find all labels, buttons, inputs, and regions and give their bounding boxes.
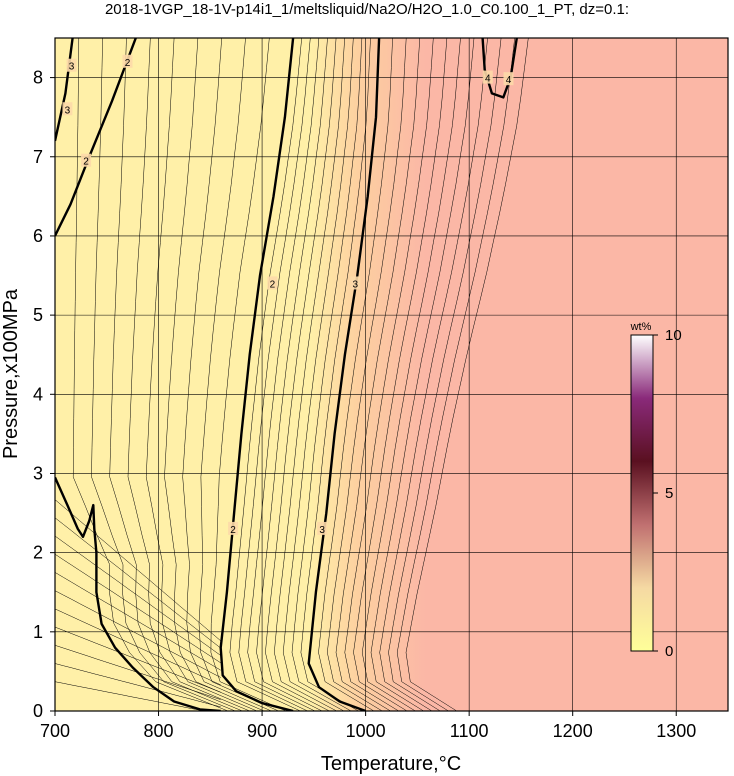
minor-contour-line <box>55 572 221 671</box>
contour-label-bg <box>350 276 361 290</box>
minor-contour-line <box>396 38 515 711</box>
grid-lines <box>55 38 728 711</box>
minor-contour-line <box>55 626 221 693</box>
minor-contour-line <box>344 38 434 711</box>
contour-label-bg <box>228 521 239 535</box>
colorbar-scale <box>630 334 654 652</box>
y-tick-label: 8 <box>33 68 43 88</box>
minor-contour-line <box>256 38 328 711</box>
plot-area: 2 2 2 2 3 3 3 3 4 4 <box>55 38 728 711</box>
minor-contour-line <box>405 38 529 711</box>
y-axis-label: Pressure,x100MPa <box>0 288 22 459</box>
x-tick-label: 1100 <box>450 721 489 741</box>
contour-line-3 <box>55 38 74 142</box>
minor-contour-line <box>182 38 272 711</box>
color-field <box>55 38 728 711</box>
y-tick-label: 3 <box>33 463 43 483</box>
x-tick-label: 1000 <box>346 721 386 741</box>
colorbar-tick-label: 10 <box>665 327 682 344</box>
x-tick-label: 1200 <box>553 721 593 741</box>
contour-line-2 <box>219 38 295 711</box>
x-tick-label: 700 <box>40 721 70 741</box>
y-tick-label: 6 <box>33 226 43 246</box>
minor-contour-line <box>198 38 279 711</box>
minor-contour-line <box>55 499 221 641</box>
y-axis: 0 1 2 3 4 5 6 7 8 <box>33 68 55 721</box>
minor-contour-line <box>274 38 345 711</box>
contour-label-bg <box>267 276 278 290</box>
contour-label-bg <box>482 70 493 84</box>
minor-contour-line <box>55 663 221 708</box>
minor-contour-line <box>72 38 228 711</box>
colorbar-ticks: 0 5 10 <box>653 327 682 660</box>
minor-contour-line <box>370 38 475 711</box>
minor-contour-line <box>229 38 302 711</box>
contour-label: 3 <box>352 279 358 290</box>
y-tick-label: 2 <box>33 543 43 563</box>
contour-label: 2 <box>125 58 131 69</box>
minor-contour-lines <box>55 38 529 711</box>
contour-label-bg <box>122 54 133 68</box>
colorbar-tick-label: 5 <box>665 485 673 502</box>
contour-line-1 <box>55 476 221 711</box>
y-tick-label: 1 <box>33 622 43 642</box>
minor-contour-line <box>55 681 221 711</box>
x-tick-label: 900 <box>247 721 277 741</box>
contour-label-bg <box>66 58 77 72</box>
minor-contour-line <box>335 38 421 711</box>
contour-label: 2 <box>270 279 276 290</box>
y-tick-label: 7 <box>33 147 43 167</box>
colorbar: wt% 0 5 10 <box>630 321 682 660</box>
contour-label: 2 <box>230 525 236 536</box>
x-axis-label: Temperature,°C <box>321 753 461 775</box>
minor-contour-line <box>300 38 371 711</box>
contour-label-bg <box>81 153 92 167</box>
contour-label: 4 <box>485 74 491 85</box>
minor-contour-line <box>127 38 250 711</box>
contour-label: 3 <box>65 105 71 116</box>
minor-contour-line <box>210 38 287 711</box>
x-tick-label: 800 <box>144 721 174 741</box>
minor-contour-line <box>238 38 311 711</box>
contour-label-bg <box>62 102 73 116</box>
x-axis: 700 800 900 1000 1100 1200 1300 <box>40 711 696 741</box>
minor-contour-line <box>265 38 337 711</box>
minor-contour-line <box>282 38 354 711</box>
minor-contour-line <box>55 590 221 678</box>
minor-contour-line <box>145 38 257 711</box>
contour-label: 3 <box>319 525 325 536</box>
contour-label: 3 <box>69 62 75 73</box>
minor-contour-line <box>379 38 488 711</box>
contour-label: 4 <box>506 75 512 86</box>
minor-contour-line <box>361 38 461 711</box>
minor-contour-line <box>55 535 221 656</box>
chart-title: 2018-1VGP_18-1V-p14i1_1/meltsliquid/Na2O… <box>105 1 629 18</box>
x-tick-label: 1300 <box>656 721 696 741</box>
minor-contour-line <box>291 38 363 711</box>
contour-label: 2 <box>83 157 89 168</box>
colorbar-unit: wt% <box>630 321 652 333</box>
minor-contour-line <box>327 38 407 711</box>
minor-contour-line <box>55 608 221 686</box>
minor-contour-line <box>109 38 243 711</box>
minor-contour-line <box>318 38 393 711</box>
colorbar-tick-label: 0 <box>665 643 673 660</box>
minor-contour-line <box>55 553 221 664</box>
minor-contour-line <box>164 38 265 711</box>
minor-contour-line <box>353 38 448 711</box>
y-tick-label: 4 <box>33 384 43 404</box>
contour-line-4 <box>481 38 518 99</box>
y-tick-label: 5 <box>33 305 43 325</box>
minor-contour-line <box>247 38 320 711</box>
y-tick-label: 0 <box>33 701 43 721</box>
minor-contour-line <box>388 38 502 711</box>
contour-label-bg <box>317 521 328 535</box>
major-contour-lines: 2 2 2 2 3 3 3 3 4 4 <box>55 38 518 711</box>
contour-line-3 <box>307 38 381 711</box>
contour-label-bg <box>503 72 514 86</box>
plot-frame <box>54 37 729 712</box>
minor-contour-line <box>55 517 221 649</box>
